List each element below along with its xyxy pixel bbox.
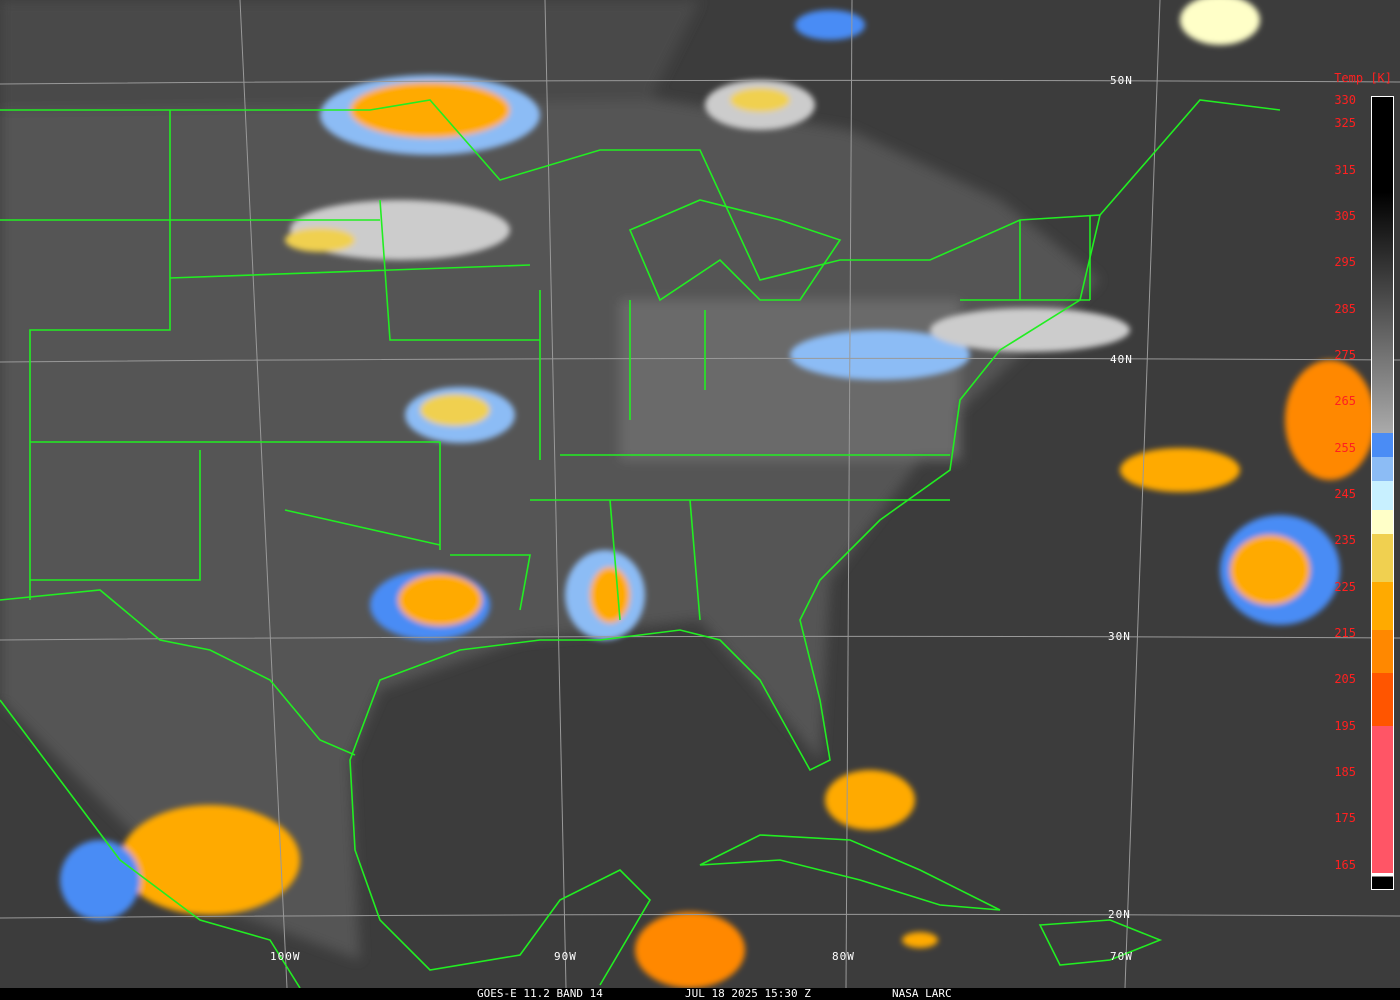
colorbar-tick: 225	[1334, 579, 1356, 594]
state-lines	[0, 110, 1091, 621]
caption-product: GOES-E 11.2 BAND 14	[477, 987, 603, 1000]
gridline-40n	[0, 357, 1400, 363]
colorbar-tick: 315	[1334, 162, 1356, 177]
gridline-100w	[239, 0, 288, 988]
colorbar-tick: 330	[1334, 93, 1356, 107]
colorbar-tick: 305	[1334, 208, 1356, 223]
lat-label-20n: 20N	[1108, 908, 1131, 921]
colorbar-tick: 165	[1334, 857, 1356, 872]
temperature-colorbar	[1371, 96, 1394, 890]
colorbar-tick: 245	[1334, 486, 1356, 501]
lon-label-80w: 80W	[832, 950, 855, 963]
lat-label-50n: 50N	[1110, 74, 1133, 87]
great-lakes	[628, 199, 842, 302]
lon-label-90w: 90W	[554, 950, 577, 963]
lon-label-100w: 100W	[270, 950, 301, 963]
caption-source: NASA LARC	[892, 987, 952, 1000]
colorbar-tick: 195	[1334, 718, 1356, 733]
lon-label-70w: 70W	[1110, 950, 1133, 963]
political-boundaries	[0, 99, 1281, 988]
cuba	[699, 834, 1001, 911]
hispaniola	[1038, 919, 1163, 966]
colorbar-tick: 295	[1334, 255, 1356, 270]
colorbar-tick: 175	[1334, 811, 1356, 826]
image-caption: GOES-E 11.2 BAND 14 JUL 18 2025 15:30 Z …	[0, 988, 1400, 1000]
lat-label-30n: 30N	[1108, 630, 1131, 643]
gridline-80w	[845, 0, 853, 988]
colorbar-tick: 275	[1334, 347, 1356, 362]
gridline-70w	[1124, 0, 1161, 988]
colorbar-tick: 185	[1334, 765, 1356, 780]
gridline-30n	[0, 635, 1400, 641]
colorbar-tick: 215	[1334, 626, 1356, 641]
lat-label-40n: 40N	[1110, 353, 1133, 366]
gridline-50n	[0, 79, 1400, 85]
colorbar-title: Temp [K]	[1334, 71, 1392, 85]
colorbar-tick: 325	[1334, 116, 1356, 131]
mexico-west-coast	[0, 699, 301, 988]
colorbar-tick: 265	[1334, 394, 1356, 409]
colorbar-tick: 255	[1334, 440, 1356, 455]
colorbar-tick: 285	[1334, 301, 1356, 316]
caption-datetime: JUL 18 2025 15:30 Z	[685, 987, 811, 1000]
east-coast	[349, 214, 1101, 986]
mexico-border	[0, 589, 356, 756]
colorbar-tick: 205	[1334, 672, 1356, 687]
colorbar-tick: 235	[1334, 533, 1356, 548]
gridline-20n	[0, 913, 1400, 919]
